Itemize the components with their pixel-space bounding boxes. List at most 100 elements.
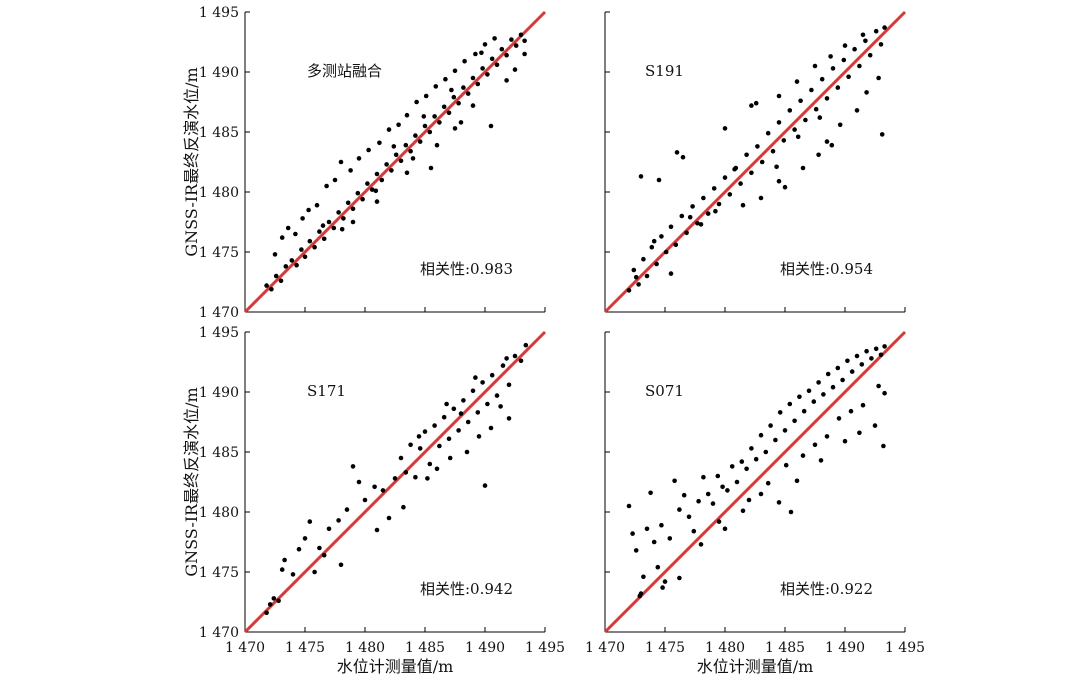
data-point	[655, 564, 661, 570]
data-point	[672, 478, 677, 484]
data-point	[338, 562, 344, 568]
data-point	[835, 85, 841, 90]
data-point	[825, 371, 831, 377]
data-point	[701, 195, 706, 201]
data-point	[732, 166, 737, 172]
data-point	[819, 76, 825, 82]
data-point	[794, 478, 800, 484]
data-point	[873, 28, 879, 34]
panel-title: S071	[645, 382, 684, 400]
data-point	[830, 384, 836, 390]
data-point	[797, 394, 802, 400]
data-point	[787, 108, 793, 113]
data-point	[746, 497, 752, 503]
data-point	[492, 36, 497, 41]
data-point	[326, 219, 332, 225]
data-point	[816, 152, 821, 158]
data-point	[413, 133, 418, 138]
data-point	[776, 120, 782, 125]
data-point	[879, 132, 885, 137]
data-point	[452, 126, 458, 131]
data-point	[794, 79, 800, 84]
data-point	[626, 288, 632, 293]
data-point	[296, 546, 302, 552]
data-point	[410, 156, 416, 161]
data-point	[366, 147, 371, 153]
data-point	[422, 123, 428, 129]
data-point	[806, 388, 812, 394]
data-point	[859, 362, 865, 367]
data-point	[758, 195, 764, 201]
panel-title: 多测站融合	[307, 62, 382, 80]
y-tick-label: 1 470	[199, 625, 239, 641]
data-point	[522, 38, 527, 44]
x-tick-label: 1 480	[345, 640, 385, 656]
data-point	[465, 419, 471, 425]
data-point	[380, 488, 386, 493]
data-point	[470, 75, 476, 81]
data-point	[681, 492, 687, 498]
data-point	[711, 186, 717, 191]
data-point	[290, 572, 296, 577]
data-point	[504, 52, 509, 58]
data-point	[765, 130, 771, 136]
data-point	[830, 66, 836, 71]
data-point	[267, 602, 273, 607]
data-point	[686, 514, 692, 520]
data-point	[763, 449, 769, 455]
data-point	[421, 114, 427, 119]
data-point	[444, 401, 449, 407]
x-tick-label: 1 480	[705, 640, 745, 656]
data-point	[320, 223, 326, 228]
x-tick-label: 1 485	[765, 640, 805, 656]
data-point	[306, 207, 311, 213]
data-point	[384, 162, 389, 167]
data-point	[356, 156, 362, 161]
correlation-label: 相关性:0.983	[420, 260, 513, 278]
data-point	[882, 25, 887, 30]
data-point	[828, 54, 833, 59]
data-point	[654, 261, 659, 267]
data-point	[317, 545, 322, 551]
data-point	[398, 455, 404, 461]
data-point	[673, 242, 679, 248]
data-point	[776, 178, 782, 184]
data-point	[722, 526, 728, 532]
data-point	[470, 103, 476, 108]
data-point	[758, 432, 764, 438]
panel-title: S191	[645, 62, 684, 80]
data-point	[523, 342, 529, 348]
data-point	[488, 123, 494, 129]
data-point	[408, 442, 413, 448]
data-point	[864, 90, 869, 95]
data-point	[386, 127, 392, 132]
data-point	[427, 129, 433, 135]
data-point	[854, 108, 860, 113]
data-point	[339, 226, 345, 232]
data-point	[356, 479, 362, 485]
data-point	[744, 466, 749, 472]
data-point	[464, 449, 470, 455]
data-point	[393, 152, 399, 158]
data-point	[456, 100, 461, 106]
data-point	[425, 476, 430, 481]
data-point	[651, 539, 657, 545]
x-tick-label: 1 470	[225, 640, 265, 656]
data-point	[476, 434, 482, 439]
data-point	[500, 363, 506, 368]
data-point	[660, 585, 665, 590]
data-point	[392, 476, 398, 481]
data-point	[744, 152, 749, 158]
data-point	[641, 574, 646, 580]
data-point	[350, 219, 356, 225]
data-point	[876, 75, 881, 81]
data-point	[389, 168, 394, 173]
data-point	[432, 423, 437, 428]
data-point	[341, 216, 346, 221]
data-point	[727, 192, 733, 197]
data-point	[506, 416, 512, 421]
data-point	[872, 423, 878, 428]
data-point	[428, 165, 434, 171]
data-point	[522, 51, 527, 57]
